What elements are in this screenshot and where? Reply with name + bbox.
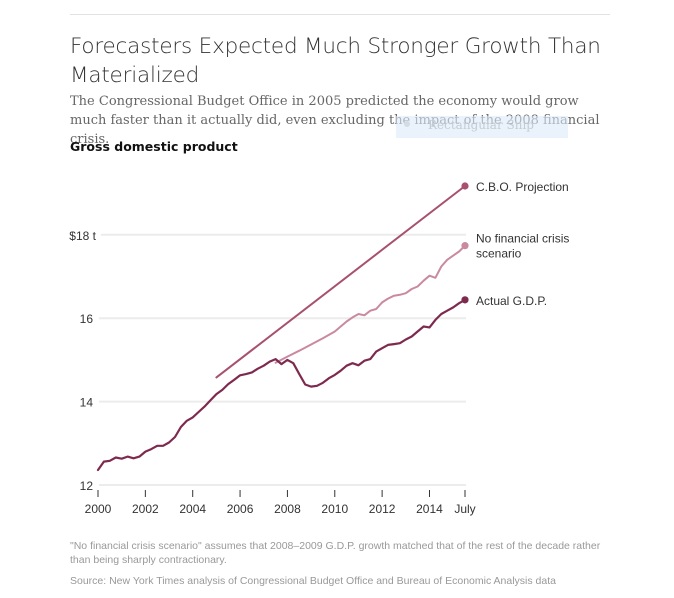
x-tick-label: 2014 — [416, 502, 443, 516]
footnote: "No financial crisis scenario" assumes t… — [70, 540, 601, 566]
series-labels: C.B.O. Projection No financial crisisscen… — [476, 180, 569, 308]
x-tick-label: 2004 — [179, 502, 206, 516]
series-line-no_crisis — [274, 244, 466, 364]
x-tick-label: 2010 — [321, 502, 348, 516]
series-endpoint-cbo — [461, 182, 469, 190]
x-tick-label: 2000 — [85, 502, 112, 516]
series-label-actual: Actual G.D.P. — [476, 294, 547, 308]
x-tick-label: 2012 — [369, 502, 396, 516]
series-endpoint-no_crisis — [461, 242, 469, 250]
snip-tooltip-overlay: Rectangular Snip — [396, 116, 568, 138]
series-label-cbo: C.B.O. Projection — [476, 180, 569, 194]
x-axis-ticks: 2000 2002 2004 2006 2008 2010 2012 2014 July — [85, 490, 476, 516]
series-label-no_crisis: scenario — [476, 247, 522, 261]
y-tick-label: 14 — [80, 396, 94, 410]
series-endpoint-actual — [461, 296, 469, 304]
series-lines — [96, 182, 469, 472]
x-tick-label: 2006 — [227, 502, 254, 516]
snip-dot-icon — [404, 121, 410, 127]
series-line-cbo — [215, 185, 466, 379]
snip-tooltip-label: Rectangular Snip — [428, 118, 534, 132]
top-divider — [70, 14, 610, 15]
y-tick-label: $18 t — [69, 229, 96, 243]
y-tick-label: 16 — [80, 312, 94, 326]
chart-title: Gross domestic product — [70, 139, 238, 154]
y-axis-ticks: 12 14 16 $18 t — [69, 229, 96, 493]
series-line-actual — [96, 298, 467, 472]
y-tick-label: 12 — [80, 479, 94, 493]
x-tick-label: 2008 — [274, 502, 301, 516]
gridlines — [99, 233, 466, 486]
source-credit: Source: New York Times analysis of Congr… — [70, 575, 556, 587]
x-tick-label: July — [454, 502, 475, 516]
x-tick-label: 2002 — [132, 502, 159, 516]
series-label-no_crisis: No financial crisis — [476, 232, 569, 246]
page-title: Forecasters Expected Much Stronger Growt… — [70, 34, 601, 88]
